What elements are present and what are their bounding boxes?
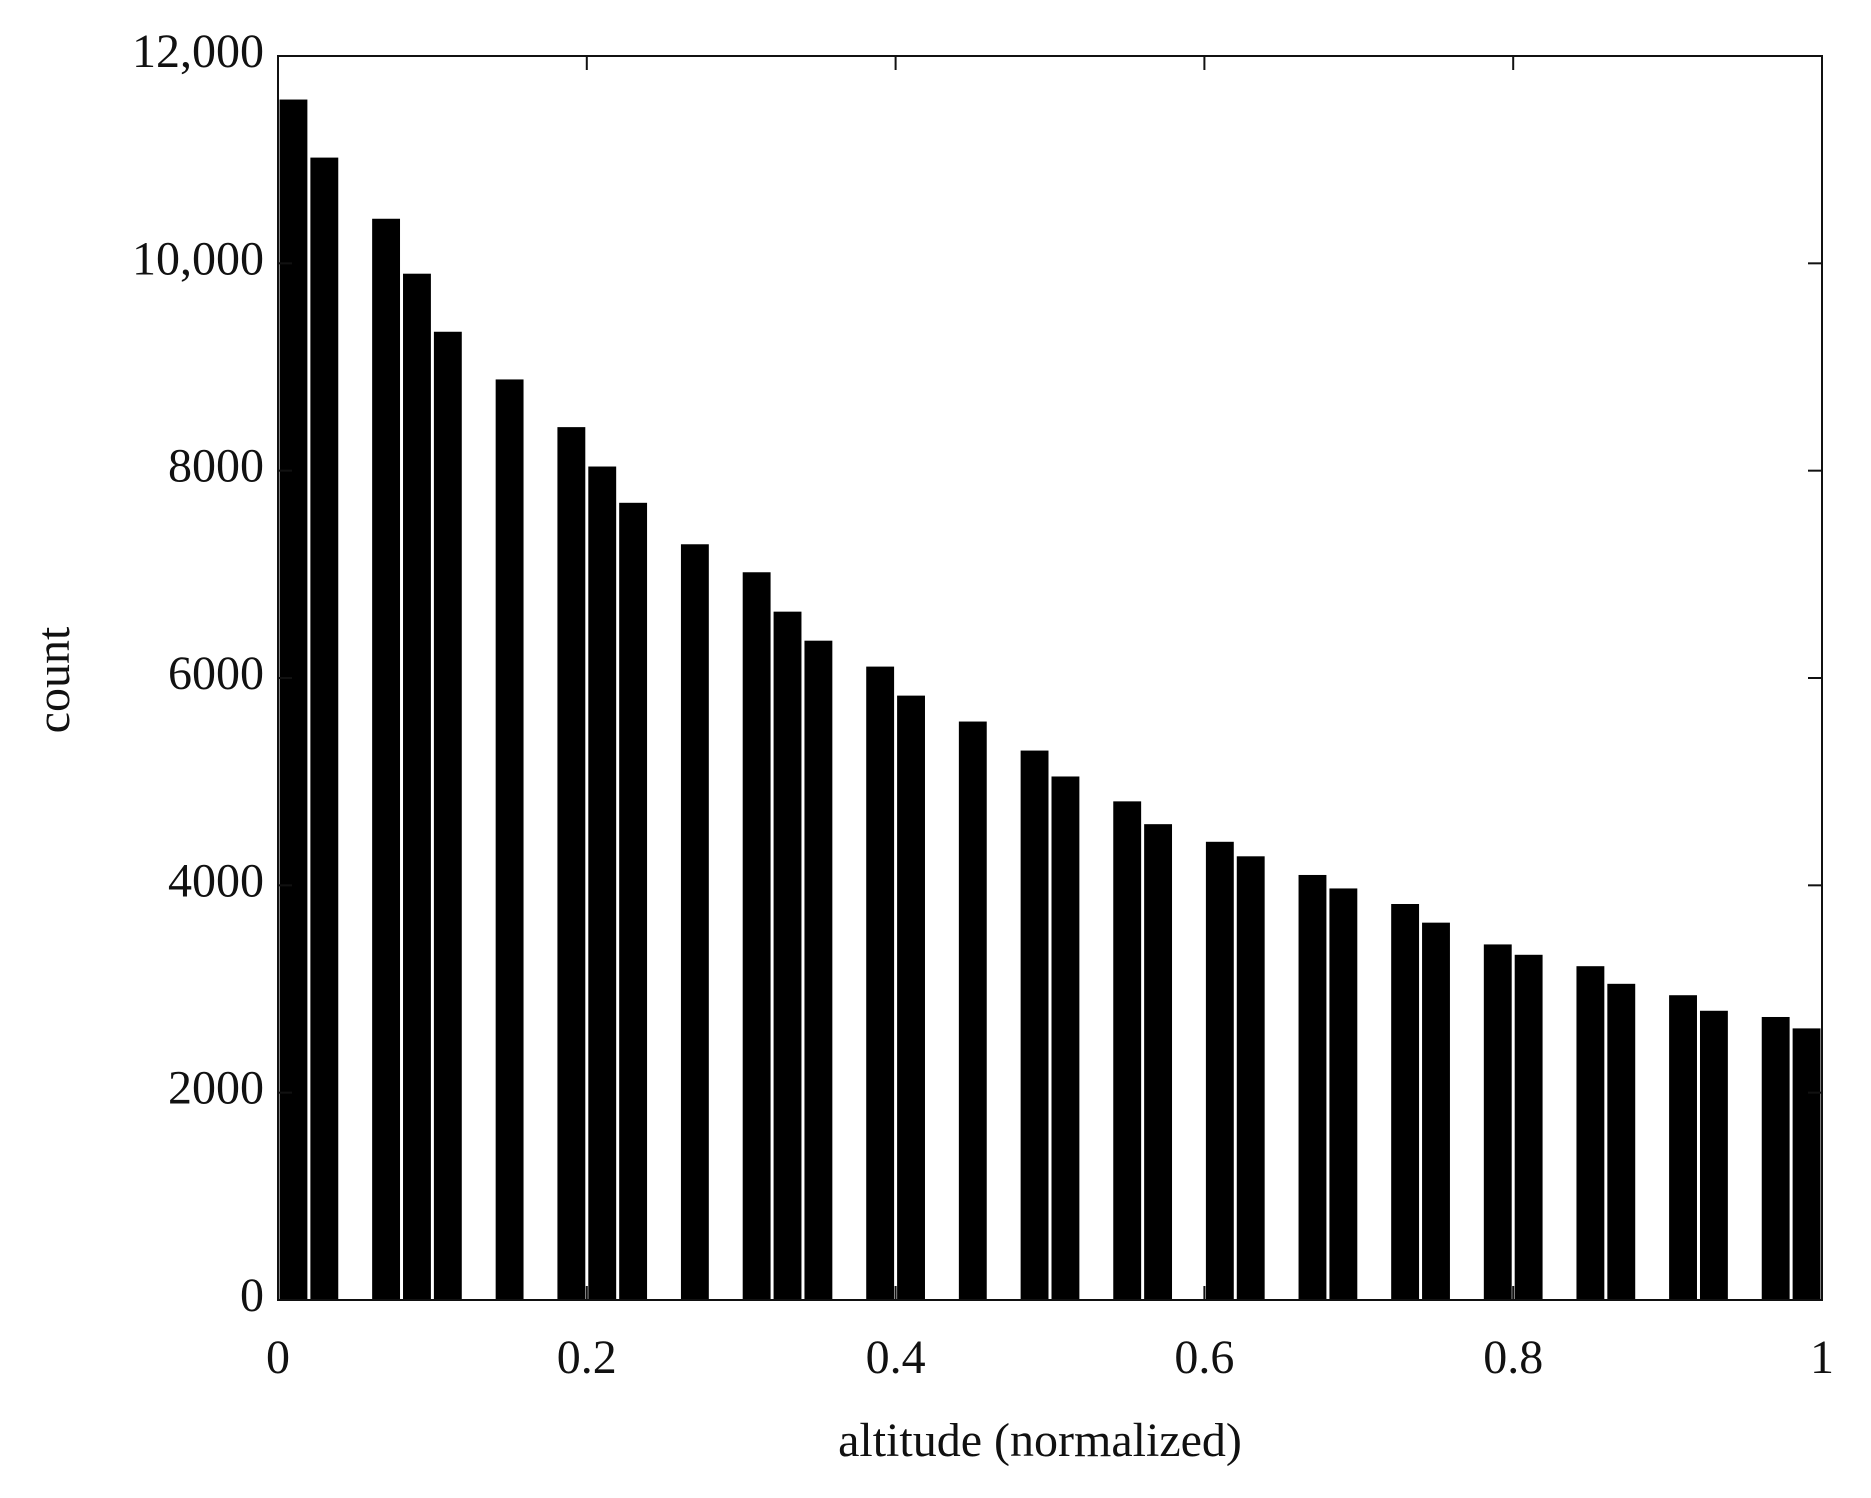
bar — [1144, 824, 1173, 1300]
bar — [1205, 841, 1234, 1300]
bar — [588, 466, 617, 1300]
bar — [495, 379, 524, 1300]
bar — [1483, 944, 1512, 1300]
x-tick-label: 0.8 — [1483, 1331, 1543, 1384]
bar — [866, 666, 895, 1300]
bar — [1792, 1028, 1821, 1300]
bar — [1051, 776, 1080, 1300]
bar — [433, 331, 462, 1301]
y-tick-label: 8000 — [168, 440, 264, 493]
bar — [372, 218, 401, 1300]
x-tick-label: 0 — [266, 1331, 290, 1384]
bar — [279, 99, 308, 1300]
bar — [1422, 922, 1450, 1300]
bar — [1329, 888, 1358, 1300]
bar — [403, 273, 431, 1301]
y-tick-label: 6000 — [168, 647, 264, 700]
bar — [804, 640, 833, 1300]
bar — [1669, 995, 1697, 1300]
bar — [958, 721, 987, 1300]
bar — [1236, 856, 1265, 1300]
y-tick-label: 0 — [240, 1269, 264, 1322]
bar — [1699, 1010, 1728, 1300]
x-tick-label: 1 — [1810, 1331, 1834, 1384]
bar — [1761, 1016, 1790, 1300]
bar — [557, 427, 586, 1300]
bar — [1391, 903, 1420, 1300]
y-tick-label: 2000 — [168, 1062, 264, 1115]
bar — [1020, 750, 1049, 1300]
bar — [1607, 983, 1636, 1300]
bar — [619, 502, 648, 1300]
bar — [310, 157, 339, 1300]
bar — [1113, 801, 1142, 1300]
bar — [680, 544, 709, 1300]
x-tick-label: 0.6 — [1174, 1331, 1234, 1384]
x-axis-label: altitude (normalized) — [838, 1414, 1242, 1467]
y-tick-label: 4000 — [168, 854, 264, 907]
bar — [773, 611, 802, 1300]
bar — [1514, 954, 1543, 1300]
bar — [1576, 966, 1605, 1300]
bar — [742, 572, 771, 1300]
y-tick-label: 10,000 — [132, 232, 264, 285]
x-tick-label: 0.4 — [866, 1331, 926, 1384]
y-tick-label: 12,000 — [132, 25, 264, 78]
bar — [897, 695, 925, 1300]
x-tick-label: 0.2 — [557, 1331, 617, 1384]
y-axis-label: count — [27, 626, 80, 733]
bar — [1298, 874, 1327, 1300]
